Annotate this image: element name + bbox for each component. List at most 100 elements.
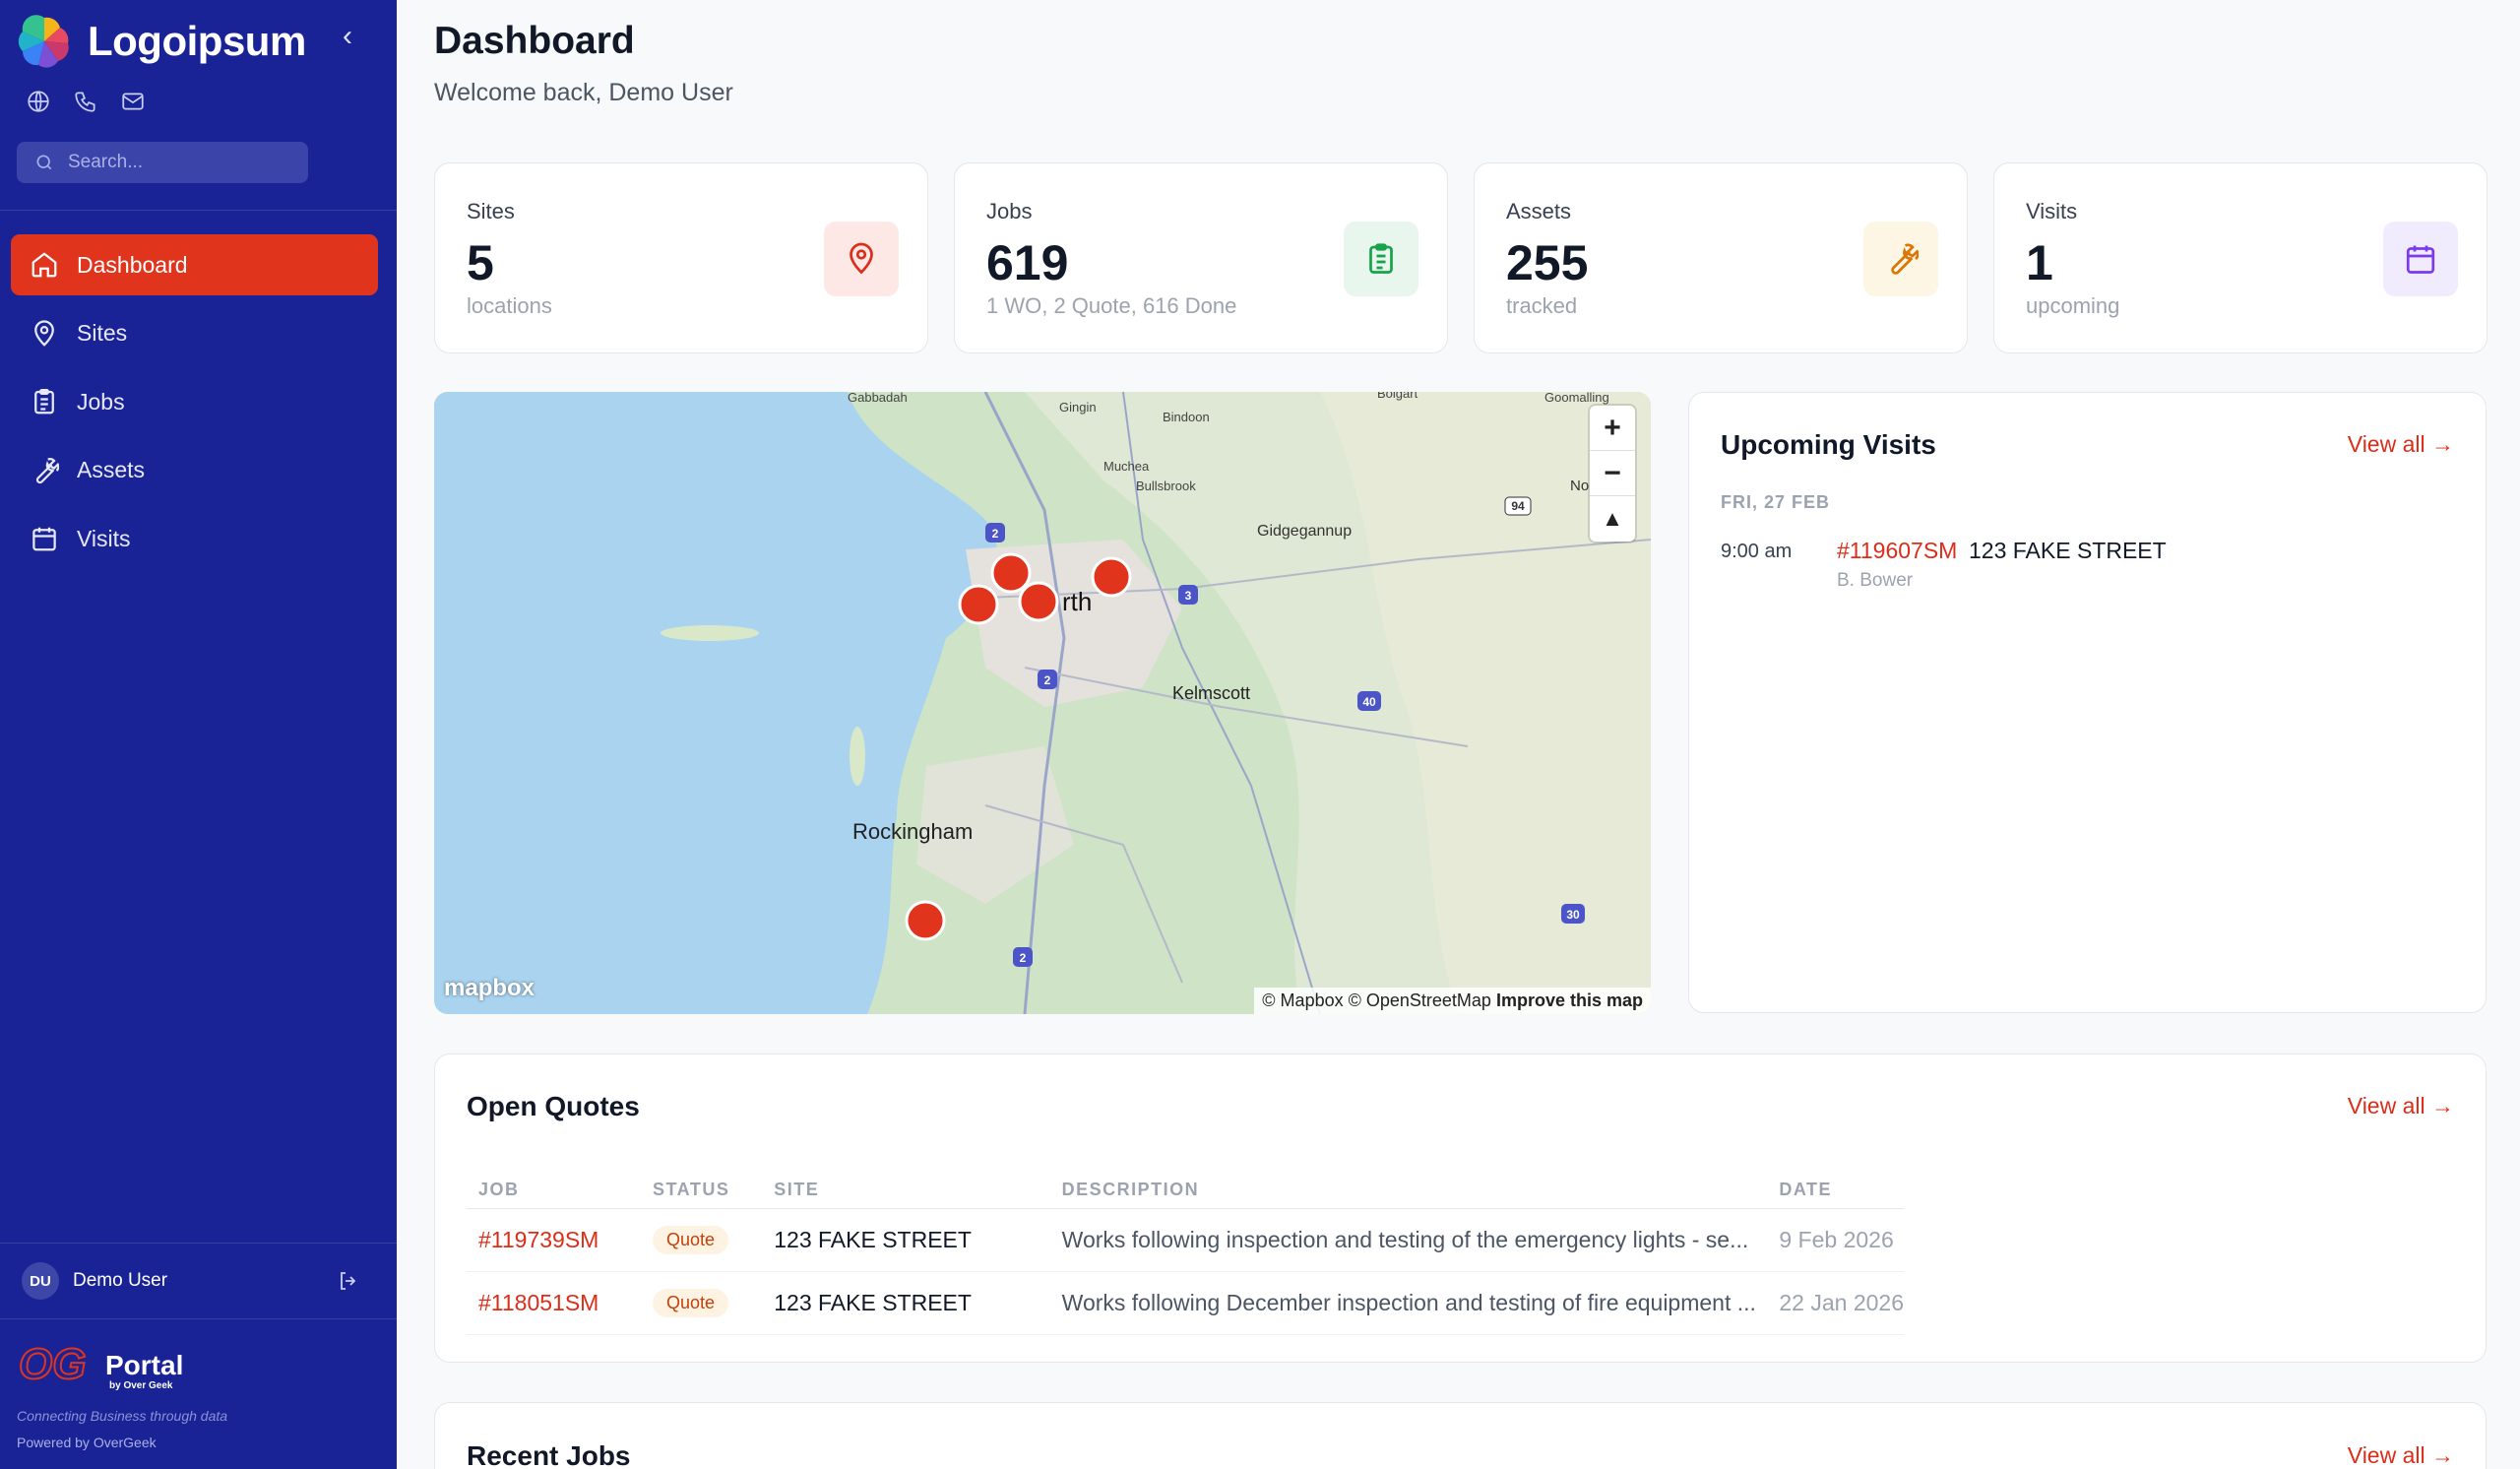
clipboard-icon bbox=[1369, 243, 1393, 274]
page-title: Dashboard bbox=[434, 20, 635, 62]
quotes-table: JOB STATUS SITE DESCRIPTION DATE #119739… bbox=[467, 1173, 1904, 1335]
column-header: DATE bbox=[1767, 1173, 1904, 1209]
stat-card-sites[interactable]: Sites 5 locations bbox=[434, 162, 928, 353]
job-link[interactable]: #119739SM bbox=[467, 1208, 641, 1272]
mail-icon[interactable] bbox=[120, 89, 146, 114]
visit-date: FRI, 27 FEB bbox=[1721, 492, 1831, 512]
zoom-in-button[interactable]: + bbox=[1590, 406, 1635, 451]
stat-label: Jobs bbox=[986, 199, 1033, 224]
brand[interactable]: Logoipsum bbox=[17, 12, 306, 71]
contact-icons bbox=[26, 89, 146, 114]
map-controls: + − ▲ bbox=[1590, 406, 1635, 542]
og-portal-logo: OG Portal by Over Geek bbox=[18, 1339, 183, 1391]
sidebar-nav: Dashboard Sites Jobs Assets Visits bbox=[11, 234, 378, 577]
sidebar-item-label: Visits bbox=[77, 525, 131, 551]
home-icon bbox=[32, 252, 57, 278]
road-shield: 94 bbox=[1511, 499, 1525, 513]
map-label: Rockingham bbox=[852, 819, 973, 844]
user-row: DU Demo User bbox=[22, 1262, 360, 1300]
zoom-out-button[interactable]: − bbox=[1590, 451, 1635, 496]
stat-card-visits[interactable]: Visits 1 upcoming bbox=[1993, 162, 2488, 353]
improve-map-link[interactable]: Improve this map bbox=[1495, 990, 1643, 1010]
view-all-link[interactable]: View all → bbox=[2347, 1093, 2454, 1118]
sidebar-item-label: Sites bbox=[77, 320, 128, 346]
map-label: No bbox=[1570, 478, 1589, 494]
status-badge: Quote bbox=[653, 1289, 729, 1317]
calendar-icon bbox=[2406, 245, 2435, 274]
map-label: Gabbadah bbox=[848, 392, 908, 405]
wrench-icon bbox=[35, 457, 59, 483]
status-cell: Quote bbox=[641, 1208, 763, 1272]
compass-icon[interactable]: ▲ bbox=[1602, 506, 1623, 531]
visit-technician: B. Bower bbox=[1837, 570, 1914, 591]
stat-card-assets[interactable]: Assets 255 tracked bbox=[1474, 162, 1968, 353]
open-quotes-panel: Open Quotes View all → JOB STATUS SITE D… bbox=[434, 1054, 2487, 1363]
sidebar-item-assets[interactable]: Assets bbox=[11, 440, 378, 501]
upcoming-visits-panel: Upcoming Visits View all → FRI, 27 FEB 9… bbox=[1688, 392, 2487, 1013]
stat-sub: locations bbox=[467, 293, 552, 318]
recent-jobs-panel: Recent Jobs View all → bbox=[434, 1402, 2487, 1469]
divider bbox=[0, 1243, 397, 1244]
site-cell: 123 FAKE STREET bbox=[762, 1271, 1050, 1335]
sidebar-item-dashboard[interactable]: Dashboard bbox=[11, 234, 378, 295]
date-cell: 22 Jan 2026 bbox=[1767, 1271, 1904, 1335]
map-label: Bullsbrook bbox=[1136, 479, 1196, 493]
map-attribution-text[interactable]: © Mapbox © OpenStreetMap bbox=[1262, 990, 1491, 1010]
globe-icon[interactable] bbox=[26, 89, 51, 114]
visit-time: 9:00 am bbox=[1721, 541, 1793, 562]
divider bbox=[0, 1318, 397, 1319]
sidebar-item-label: Jobs bbox=[77, 388, 125, 415]
stat-sub: 1 WO, 2 Quote, 616 Done bbox=[986, 293, 1237, 318]
calendar-icon bbox=[32, 527, 56, 551]
og-logo-text: Portal bbox=[105, 1350, 183, 1380]
road-shield: 2 bbox=[992, 527, 999, 541]
road-shield: 2 bbox=[1044, 673, 1051, 687]
map-label: Bindoon bbox=[1163, 410, 1210, 424]
view-all-link[interactable]: View all → bbox=[2347, 1442, 2454, 1468]
map-pin-icon bbox=[34, 319, 54, 347]
map-label: Gingin bbox=[1059, 400, 1097, 415]
stat-sub: upcoming bbox=[2026, 293, 2120, 318]
sidebar-item-label: Dashboard bbox=[77, 251, 188, 278]
sidebar-item-label: Assets bbox=[77, 457, 146, 482]
stat-value: 619 bbox=[986, 235, 1069, 290]
map-label: Goomalling bbox=[1544, 392, 1609, 405]
stat-card-jobs[interactable]: Jobs 619 1 WO, 2 Quote, 616 Done bbox=[954, 162, 1448, 353]
map-label: Gidgegannup bbox=[1257, 523, 1352, 540]
map-marker bbox=[1091, 556, 1132, 598]
sidebar-item-jobs[interactable]: Jobs bbox=[11, 371, 378, 432]
view-all-link[interactable]: View all → bbox=[2347, 431, 2454, 457]
stat-label: Assets bbox=[1506, 199, 1572, 224]
mapbox-logo[interactable]: mapbox bbox=[444, 975, 536, 1001]
avatar[interactable]: DU bbox=[22, 1262, 59, 1300]
map-marker bbox=[958, 584, 999, 625]
map-label: rth bbox=[1062, 587, 1092, 616]
status-badge: Quote bbox=[653, 1226, 729, 1254]
site-cell: 123 FAKE STREET bbox=[762, 1208, 1050, 1272]
visit-job-link[interactable]: #119607SM bbox=[1837, 538, 1958, 563]
sidebar-item-visits[interactable]: Visits bbox=[11, 508, 378, 569]
phone-icon[interactable] bbox=[73, 89, 98, 114]
brand-name: Logoipsum bbox=[88, 18, 306, 64]
table-row[interactable]: #119739SM Quote 123 FAKE STREET Works fo… bbox=[467, 1208, 1904, 1272]
description-cell: Works following December inspection and … bbox=[1049, 1271, 1768, 1335]
sites-map[interactable]: Gabbadah Gingin Bindoon Bolgart Goomalli… bbox=[434, 392, 1651, 1014]
map-canvas[interactable]: Gabbadah Gingin Bindoon Bolgart Goomalli… bbox=[434, 392, 1651, 1014]
panel-title: Upcoming Visits bbox=[1721, 429, 1936, 460]
date-cell: 9 Feb 2026 bbox=[1767, 1208, 1904, 1272]
search-input[interactable] bbox=[68, 152, 284, 173]
logout-icon[interactable] bbox=[337, 1269, 360, 1293]
stat-value: 1 bbox=[2026, 235, 2053, 290]
search-box bbox=[17, 142, 308, 183]
divider bbox=[0, 210, 397, 211]
site-markers bbox=[905, 552, 1132, 941]
map-label: Bolgart bbox=[1377, 392, 1418, 401]
map-label: Muchea bbox=[1103, 459, 1150, 474]
svg-text:OG: OG bbox=[19, 1340, 86, 1388]
table-row[interactable]: #118051SM Quote 123 FAKE STREET Works fo… bbox=[467, 1271, 1904, 1335]
sidebar-item-sites[interactable]: Sites bbox=[11, 303, 378, 364]
stat-label: Visits bbox=[2026, 199, 2078, 224]
road-shield: 2 bbox=[1020, 951, 1027, 965]
job-link[interactable]: #118051SM bbox=[467, 1271, 641, 1335]
collapse-sidebar-button[interactable]: ‹ bbox=[343, 20, 352, 52]
